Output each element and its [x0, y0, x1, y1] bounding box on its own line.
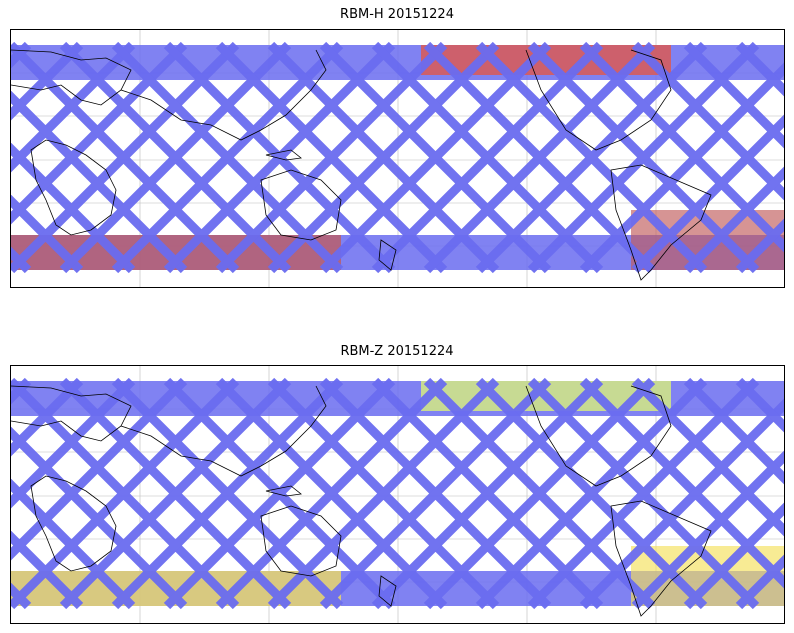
swath-ascending — [735, 41, 784, 97]
coastline — [525, 385, 672, 487]
orbit-swaths — [11, 41, 784, 274]
map-title-rbm-h: RBM-H 20151224 — [340, 7, 454, 22]
swath-ascending — [683, 377, 784, 485]
map-title-rbm-z: RBM-Z 20151224 — [340, 344, 454, 359]
swath-descending — [735, 554, 784, 610]
coastline — [120, 49, 327, 141]
coastline — [378, 575, 397, 607]
swath-descending — [631, 450, 784, 610]
swath-ascending — [683, 41, 784, 149]
coastline — [265, 149, 302, 161]
map-canvas-rbm-h — [11, 30, 784, 287]
coastlines — [11, 385, 712, 617]
orbit-swaths — [11, 377, 784, 610]
coastline — [610, 500, 712, 617]
coastline — [260, 505, 342, 577]
swath-ascending — [735, 377, 784, 433]
swath-descending — [683, 166, 784, 274]
map-canvas-rbm-z — [11, 366, 784, 623]
coastline — [610, 164, 712, 281]
coastline — [120, 385, 327, 477]
coastline — [30, 475, 117, 572]
coastline — [378, 239, 397, 271]
swath-descending — [631, 114, 784, 274]
coastline — [260, 169, 342, 241]
coastline — [265, 485, 302, 497]
map-panel-rbm-z — [10, 365, 785, 624]
coastlines — [11, 49, 712, 281]
coastline — [30, 139, 117, 236]
coastline — [525, 49, 672, 151]
map-panel-rbm-h — [10, 29, 785, 288]
swath-descending — [735, 218, 784, 274]
swath-descending — [683, 502, 784, 610]
